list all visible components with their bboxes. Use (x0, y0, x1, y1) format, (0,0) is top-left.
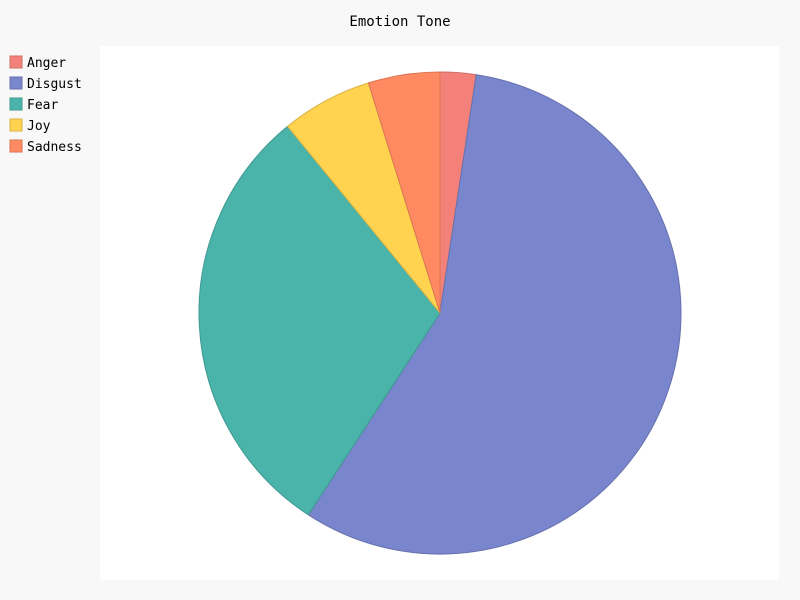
legend-item-fear[interactable]: Fear (9, 97, 58, 113)
pie-slice-fear[interactable] (198, 125, 441, 516)
legend-label: Disgust (27, 77, 82, 92)
legend-swatch (9, 76, 23, 90)
legend-item-disgust[interactable]: Disgust (9, 76, 82, 92)
legend-label: Anger (27, 56, 66, 71)
legend-swatch (9, 139, 23, 153)
legend-label: Sadness (27, 140, 82, 155)
legend-swatch (9, 97, 23, 111)
legend-item-joy[interactable]: Joy (9, 118, 51, 134)
legend: Anger Disgust Fear Joy Sadness (9, 55, 82, 155)
chart-title: Emotion Tone (349, 14, 450, 30)
pie-slice-disgust[interactable] (307, 74, 682, 555)
legend-item-anger[interactable]: Anger (9, 55, 66, 71)
legend-swatch (9, 55, 23, 69)
pie-slice-sadness[interactable] (367, 71, 441, 314)
pie-slices (198, 71, 682, 555)
legend-label: Joy (27, 119, 51, 134)
legend-label: Fear (27, 98, 58, 113)
legend-item-sadness[interactable]: Sadness (9, 139, 82, 155)
legend-swatch (9, 118, 23, 132)
